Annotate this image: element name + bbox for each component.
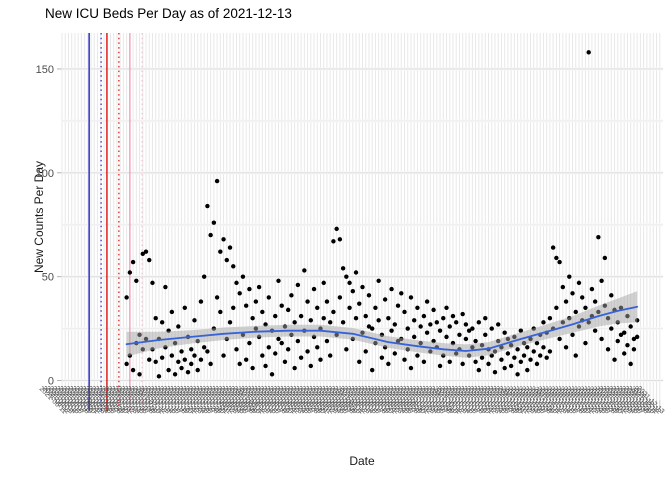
chart-title: New ICU Beds Per Day as of 2021-12-13 (45, 6, 292, 21)
axis-tick-marks (57, 68, 661, 409)
x-axis-title: Date (349, 454, 375, 468)
smooth-trend-line (125, 305, 639, 352)
y-tick-label: 50 (42, 272, 54, 284)
smooth-ci-band (126, 291, 638, 358)
y-tick-labels: 0 50 100 150 (36, 64, 54, 388)
y-tick-label: 100 (36, 168, 54, 180)
scatter-points (124, 50, 640, 379)
y-tick-label: 0 (48, 376, 54, 388)
y-tick-label: 150 (36, 64, 54, 76)
grid-horizontal (62, 67, 663, 382)
x-tick-labels: 2021-06-112021-06-122021-06-132021-06-14… (38, 385, 666, 415)
